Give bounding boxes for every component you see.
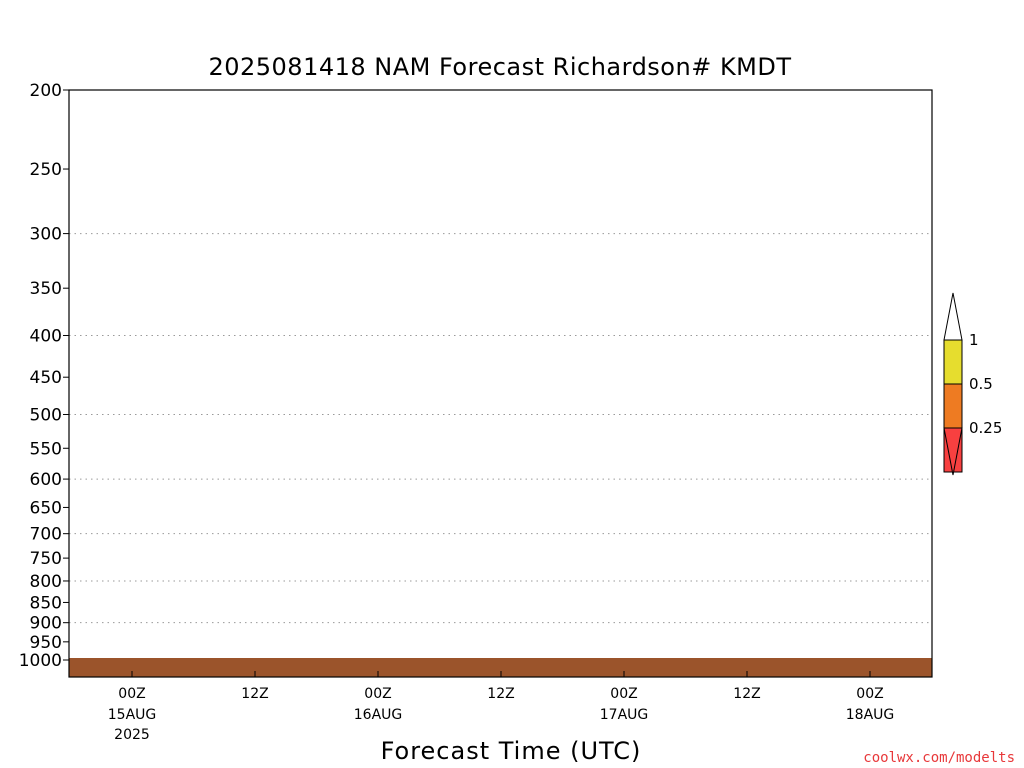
color-scale: 1 0.5 0.25 [943,292,1002,476]
y-tick-label: 900 [30,614,62,634]
x-tick-date: 18AUG [846,707,895,723]
x-tick-label: 00Z [856,686,883,702]
y-tick-label: 850 [30,593,62,613]
gridlines [69,233,932,624]
scale-swatch [943,339,963,385]
x-axis-label: Forecast Time (UTC) [381,737,642,765]
credit-text: coolwx.com/modelts [863,750,1015,766]
scale-label: 0.25 [969,419,1002,437]
x-tick-label: 00Z [610,686,637,702]
y-tick-label: 450 [30,368,62,388]
y-tick-label: 250 [30,160,62,180]
y-tick-label: 550 [30,439,62,459]
x-tick-label: 00Z [364,686,391,702]
y-tick-label: 200 [30,81,62,101]
x-tick-label: 00Z [118,686,145,702]
y-tick-label: 700 [30,525,62,545]
scale-label: 1 [969,331,979,349]
x-tick-label: 12Z [733,686,760,702]
chart-title: 2025081418 NAM Forecast Richardson# KMDT [208,53,791,81]
y-tick-label: 600 [30,470,62,490]
y-tick-label: 750 [30,549,62,569]
y-tick-label: 350 [30,279,62,299]
ground [69,658,932,677]
y-tick-label: 1000 [19,651,62,671]
y-tick-label: 800 [30,572,62,592]
y-tick-label: 300 [30,225,62,245]
y-tick-label: 400 [30,326,62,346]
x-tick-year: 2025 [114,727,150,743]
x-axis: 00Z 15AUG 2025 12Z 00Z 16AUG 12Z 00Z 17AUG 12Z 00Z… [108,671,895,743]
y-tick-label: 500 [30,406,62,426]
y-tick-label: 950 [30,633,62,653]
x-tick-date: 16AUG [354,707,403,723]
plot-frame [68,89,933,678]
x-tick-date: 15AUG [108,707,157,723]
y-axis: 200 250 300 350 400 450 500 550 600 650 700 750 8008… [19,81,69,671]
scale-label: 0.5 [969,375,993,393]
y-tick-label: 650 [30,498,62,518]
x-tick-label: 12Z [241,686,268,702]
ground-band [69,658,932,677]
x-tick-date: 17AUG [600,707,649,723]
scale-arrow-bottom [943,427,963,476]
scale-swatch [943,383,963,429]
scale-arrow-top [943,292,963,341]
x-tick-label: 12Z [487,686,514,702]
